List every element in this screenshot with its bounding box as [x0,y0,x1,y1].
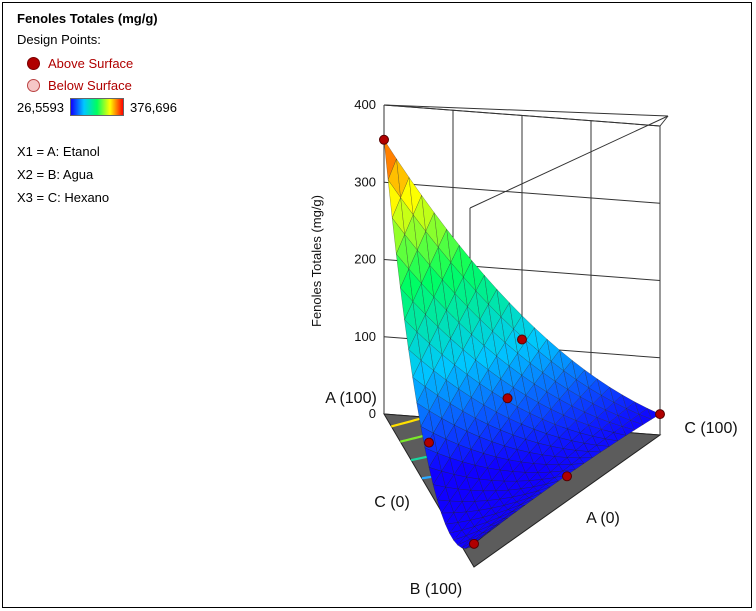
vertex-label-c: C (100) [684,420,737,437]
surface-facet [587,451,602,458]
box-edge-top-back [383,104,669,117]
z-tick-label: 100 [354,329,376,344]
variable-x2: X2 = B: Agua [17,167,94,182]
surface-facet [596,444,610,453]
z-tick-label: 0 [369,406,376,421]
color-scale-bar [70,98,124,116]
z-tick-label: 400 [354,97,376,112]
above-surface-label: Above Surface [48,55,134,71]
edge-label-a0: A (0) [586,510,620,527]
design-points-label: Design Points: [17,32,101,47]
scale-max-label: 376,696 [130,99,177,115]
design-point-0 [379,134,389,145]
scale-min-label: 26,5593 [17,99,64,115]
variable-x3: X3 = C: Hexano [17,190,110,205]
below-surface-entry: Below Surface [17,74,277,96]
box-edge-inner [469,115,669,209]
design-point-2 [469,538,479,549]
box-edge-top-front [383,104,661,127]
above-surface-marker [27,56,40,70]
surface-facet [630,420,644,431]
plot-box-front [383,105,661,435]
legend-panel: Fenoles Totales (mg/g) Design Points: Ab… [17,11,277,205]
surface-facet [621,426,636,436]
z-tick-label: 300 [354,174,376,189]
z-axis-label: Fenoles Totales (mg/g) [309,195,324,327]
surface-facet [512,505,525,512]
surface-facet [495,517,508,526]
surface-facet [486,524,500,533]
design-points [379,134,665,549]
vertex-label-b: B (100) [410,581,462,598]
vertex-label-a: A (100) [325,390,377,407]
axis-labels: 0 100 200 300 400 Fenoles Totales (mg/g) A (10… [309,97,738,598]
above-surface-entry: Above Surface [17,52,277,74]
surface-facet [579,457,593,464]
legend-title: Fenoles Totales (mg/g) [17,11,158,26]
variable-x1: X1 = A: Etanol [17,144,100,159]
z-tick-label: 200 [354,252,376,267]
surface-facet [604,438,619,447]
surface-facet [503,511,517,519]
surface-facet [520,499,534,506]
design-point-3 [424,437,434,448]
design-point-1 [655,409,665,420]
design-point-6 [562,471,572,482]
below-surface-marker [27,78,40,92]
below-surface-label: Below Surface [48,77,132,93]
surface-facet [537,486,551,494]
box-edge-top-right [659,115,669,127]
color-scale: 26,5593 376,696 [17,98,277,116]
design-point-4 [517,334,527,345]
surface-facet [571,463,585,470]
surface-plot: 0 100 200 300 400 Fenoles Totales (mg/g) A (10… [309,97,738,598]
response-surface [383,139,661,549]
surface-facet [528,492,542,500]
surface-facet [638,414,652,425]
surface-facet [613,432,627,442]
edge-label-c0: C (0) [374,494,410,511]
surface-facet [545,480,559,488]
design-point-5 [502,393,513,404]
